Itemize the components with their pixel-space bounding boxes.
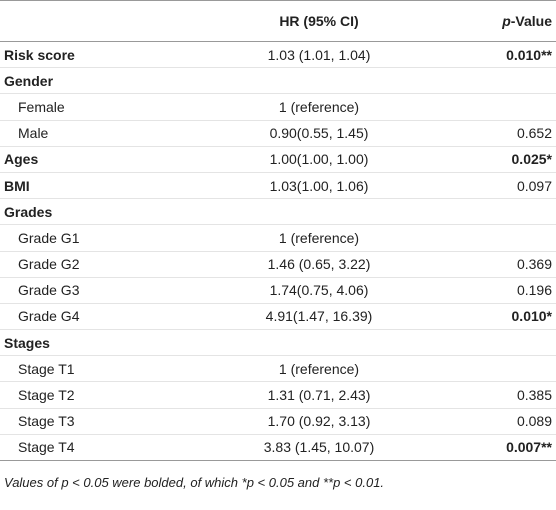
- row-label: Stage T1: [0, 355, 218, 383]
- row-label: Gender: [0, 67, 218, 95]
- table-row: Grade G4 4.91(1.47, 16.39) 0.010*: [0, 303, 556, 331]
- p-value-cell: 0.369: [420, 251, 556, 278]
- row-label: Stage T3: [0, 408, 218, 435]
- hr-cell: [218, 329, 420, 357]
- hr-cell: 1 (reference): [218, 224, 420, 252]
- hr-cell: 1.31 (0.71, 2.43): [218, 381, 420, 409]
- table-row: Stage T4 3.83 (1.45, 10.07) 0.007**: [0, 434, 556, 462]
- table-row: Stages: [0, 329, 556, 357]
- table-row: Stage T3 1.70 (0.92, 3.13) 0.089: [0, 408, 556, 435]
- row-label: Stage T2: [0, 381, 218, 409]
- table-body: Risk score 1.03 (1.01, 1.04) 0.010** Gender…: [0, 41, 556, 462]
- header-text: -Value: [510, 13, 552, 29]
- p-value-cell: 0.652: [420, 120, 556, 147]
- hr-cell: 1.00(1.00, 1.00): [218, 146, 420, 173]
- row-label: Grade G3: [0, 277, 218, 304]
- hr-cell: 3.83 (1.45, 10.07): [218, 434, 420, 462]
- hr-cell: 1.03(1.00, 1.06): [218, 172, 420, 200]
- table-row: BMI 1.03(1.00, 1.06) 0.097: [0, 172, 556, 200]
- header-cell: p-Value: [420, 0, 556, 42]
- hr-cell: 1.74(0.75, 4.06): [218, 277, 420, 304]
- hr-cell: 1 (reference): [218, 355, 420, 383]
- row-label: Male: [0, 120, 218, 147]
- row-label: Grades: [0, 198, 218, 226]
- hr-cell: 0.90(0.55, 1.45): [218, 120, 420, 147]
- table-row: Grade G2 1.46 (0.65, 3.22) 0.369: [0, 251, 556, 278]
- results-table: HR (95% CI) p-Value Risk score 1.03 (1.01…: [0, 0, 556, 462]
- footnote: Values of p < 0.05 were bolded, of which…: [4, 475, 385, 490]
- p-value-cell: [420, 67, 556, 95]
- table-row: Risk score 1.03 (1.01, 1.04) 0.010**: [0, 41, 556, 69]
- hr-cell: [218, 198, 420, 226]
- hr-cell: 1.46 (0.65, 3.22): [218, 251, 420, 278]
- p-value-cell: 0.385: [420, 381, 556, 409]
- table-row: Female 1 (reference): [0, 93, 556, 121]
- hr-cell: 1.70 (0.92, 3.13): [218, 408, 420, 435]
- p-value-cell: [420, 224, 556, 252]
- hr-cell: 1 (reference): [218, 93, 420, 121]
- table-row: Ages 1.00(1.00, 1.00) 0.025*: [0, 146, 556, 173]
- table-row: Grade G1 1 (reference): [0, 224, 556, 252]
- p-value-cell: 0.025*: [420, 146, 556, 173]
- header-cell: HR (95% CI): [218, 0, 420, 42]
- row-label: Grade G1: [0, 224, 218, 252]
- row-label: Ages: [0, 146, 218, 173]
- p-value-cell: [420, 93, 556, 121]
- row-label: Grade G2: [0, 251, 218, 278]
- hr-cell: [218, 67, 420, 95]
- row-label: BMI: [0, 172, 218, 200]
- row-label: Stages: [0, 329, 218, 357]
- p-value-cell: 0.010**: [420, 41, 556, 69]
- header-text: p: [502, 13, 511, 29]
- header-cell: [0, 0, 218, 42]
- p-value-cell: 0.089: [420, 408, 556, 435]
- hr-cell: 4.91(1.47, 16.39): [218, 303, 420, 331]
- hr-cell: 1.03 (1.01, 1.04): [218, 41, 420, 69]
- p-value-cell: [420, 198, 556, 226]
- p-value-cell: 0.010*: [420, 303, 556, 331]
- table-row: Gender: [0, 67, 556, 95]
- row-label: Grade G4: [0, 303, 218, 331]
- header-row: HR (95% CI) p-Value: [0, 0, 556, 42]
- row-label: Stage T4: [0, 434, 218, 462]
- p-value-cell: [420, 355, 556, 383]
- p-value-cell: 0.007**: [420, 434, 556, 462]
- p-value-cell: 0.097: [420, 172, 556, 200]
- table-row: Male 0.90(0.55, 1.45) 0.652: [0, 120, 556, 147]
- table-row: Grades: [0, 198, 556, 226]
- p-value-cell: 0.196: [420, 277, 556, 304]
- table-row: Stage T2 1.31 (0.71, 2.43) 0.385: [0, 381, 556, 409]
- p-value-cell: [420, 329, 556, 357]
- table-row: Grade G3 1.74(0.75, 4.06) 0.196: [0, 277, 556, 304]
- row-label: Female: [0, 93, 218, 121]
- row-label: Risk score: [0, 41, 218, 69]
- table-row: Stage T1 1 (reference): [0, 355, 556, 383]
